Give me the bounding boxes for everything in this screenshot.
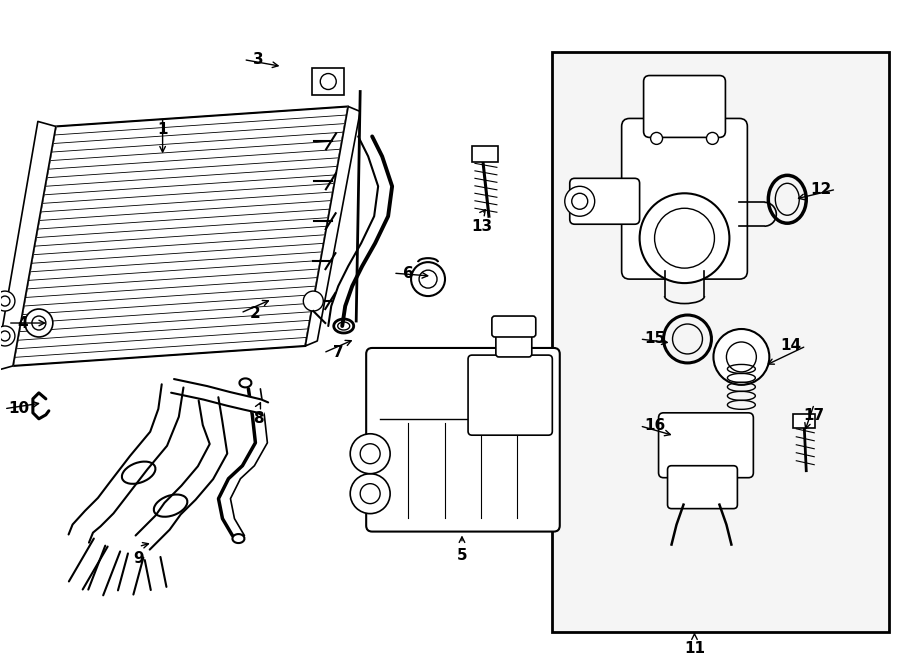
Text: 5: 5 [456, 548, 467, 563]
Text: 7: 7 [333, 346, 344, 360]
Circle shape [640, 193, 729, 283]
FancyBboxPatch shape [644, 75, 725, 137]
Text: 3: 3 [253, 52, 264, 67]
Polygon shape [88, 546, 121, 596]
Text: 14: 14 [780, 338, 802, 354]
Polygon shape [118, 553, 143, 594]
Polygon shape [13, 106, 348, 366]
Polygon shape [305, 106, 360, 346]
Circle shape [572, 193, 588, 210]
Circle shape [0, 291, 15, 311]
FancyBboxPatch shape [793, 414, 815, 428]
Circle shape [0, 331, 10, 341]
Circle shape [654, 208, 715, 268]
Circle shape [0, 296, 10, 306]
Text: 4: 4 [18, 315, 28, 330]
Circle shape [419, 270, 437, 288]
Text: 8: 8 [253, 411, 264, 426]
Polygon shape [0, 122, 56, 371]
Bar [552, 52, 889, 633]
Text: 13: 13 [472, 219, 492, 234]
Text: 15: 15 [644, 331, 665, 346]
Circle shape [25, 309, 53, 337]
FancyBboxPatch shape [468, 355, 553, 435]
Circle shape [320, 73, 337, 89]
Circle shape [714, 329, 770, 385]
FancyBboxPatch shape [496, 329, 532, 357]
Circle shape [360, 484, 380, 504]
Circle shape [303, 291, 323, 311]
FancyBboxPatch shape [492, 316, 536, 337]
Circle shape [651, 132, 662, 144]
Text: 10: 10 [8, 401, 30, 416]
Polygon shape [145, 557, 166, 590]
Circle shape [565, 186, 595, 216]
Text: 2: 2 [250, 305, 261, 321]
FancyBboxPatch shape [570, 178, 640, 224]
Circle shape [32, 316, 46, 330]
FancyBboxPatch shape [659, 413, 753, 478]
Text: 17: 17 [804, 408, 824, 423]
Circle shape [350, 474, 390, 514]
Polygon shape [69, 539, 108, 590]
FancyBboxPatch shape [366, 348, 560, 531]
Text: 11: 11 [684, 641, 705, 656]
Circle shape [411, 262, 445, 296]
Text: 12: 12 [811, 182, 832, 197]
FancyBboxPatch shape [472, 146, 498, 163]
Circle shape [706, 132, 718, 144]
Circle shape [0, 326, 15, 346]
Circle shape [350, 434, 390, 474]
FancyBboxPatch shape [312, 67, 344, 95]
FancyBboxPatch shape [622, 118, 747, 279]
Polygon shape [68, 384, 184, 543]
Text: 1: 1 [158, 122, 168, 137]
Text: 9: 9 [133, 551, 144, 566]
Polygon shape [136, 397, 228, 549]
Circle shape [360, 444, 380, 464]
Circle shape [726, 342, 756, 372]
Text: 16: 16 [644, 418, 665, 434]
Text: 6: 6 [402, 266, 413, 281]
Polygon shape [171, 379, 268, 415]
FancyBboxPatch shape [668, 466, 737, 508]
